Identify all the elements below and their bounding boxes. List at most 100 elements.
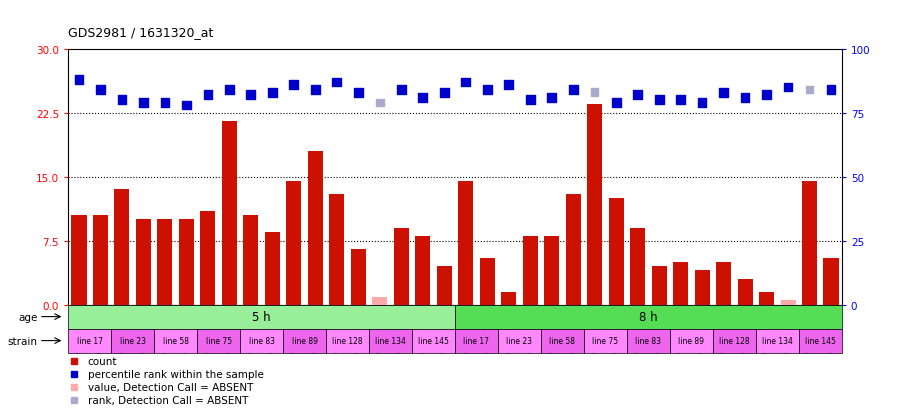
Bar xyxy=(437,266,451,305)
Point xyxy=(222,87,237,94)
Point xyxy=(480,87,494,94)
Bar xyxy=(480,258,495,305)
Point xyxy=(115,97,129,104)
Bar xyxy=(93,216,108,305)
Bar xyxy=(566,194,581,305)
Point xyxy=(287,82,301,89)
Point xyxy=(803,87,817,94)
Bar xyxy=(716,262,731,305)
Point xyxy=(695,100,710,107)
Bar xyxy=(781,301,795,305)
Bar xyxy=(154,329,197,353)
Text: line 128: line 128 xyxy=(719,336,750,345)
Bar xyxy=(243,216,258,305)
Text: line 23: line 23 xyxy=(507,336,532,345)
Text: line 145: line 145 xyxy=(418,336,449,345)
Point xyxy=(652,97,666,104)
Bar xyxy=(283,329,326,353)
Bar xyxy=(240,329,283,353)
Bar xyxy=(197,329,240,353)
Text: line 89: line 89 xyxy=(291,336,318,345)
Text: line 23: line 23 xyxy=(120,336,146,345)
Point xyxy=(759,92,774,99)
Bar xyxy=(652,266,667,305)
Point xyxy=(673,97,688,104)
Bar xyxy=(737,279,753,305)
Point xyxy=(179,102,194,109)
Bar xyxy=(372,297,388,305)
Point xyxy=(716,90,731,96)
Point xyxy=(738,95,753,101)
Point xyxy=(72,77,86,83)
Point xyxy=(200,92,215,99)
Bar xyxy=(630,228,645,305)
Bar xyxy=(369,329,412,353)
Text: line 17: line 17 xyxy=(76,336,103,345)
Point xyxy=(93,87,107,94)
Point xyxy=(566,87,581,94)
Bar xyxy=(584,329,627,353)
Bar xyxy=(501,292,516,305)
Bar xyxy=(350,249,366,305)
Text: line 75: line 75 xyxy=(592,336,619,345)
Bar xyxy=(265,233,280,305)
Text: line 58: line 58 xyxy=(163,336,188,345)
Bar xyxy=(673,262,688,305)
Point xyxy=(824,87,838,94)
Text: line 83: line 83 xyxy=(248,336,275,345)
Text: 5 h: 5 h xyxy=(252,310,271,323)
Bar xyxy=(713,329,756,353)
Bar xyxy=(179,220,194,305)
Point xyxy=(394,87,409,94)
Point xyxy=(372,100,387,107)
Bar xyxy=(415,237,430,305)
Text: age: age xyxy=(18,312,37,322)
Bar xyxy=(498,329,541,353)
Bar xyxy=(670,329,713,353)
Text: line 128: line 128 xyxy=(332,336,363,345)
Bar xyxy=(759,292,774,305)
Text: line 17: line 17 xyxy=(463,336,490,345)
Bar xyxy=(111,329,154,353)
Bar xyxy=(756,329,799,353)
Bar xyxy=(587,105,602,305)
Bar xyxy=(824,258,838,305)
Point xyxy=(631,92,645,99)
Bar xyxy=(329,194,344,305)
Point xyxy=(587,90,602,96)
Text: rank, Detection Call = ABSENT: rank, Detection Call = ABSENT xyxy=(87,395,248,405)
Text: GDS2981 / 1631320_at: GDS2981 / 1631320_at xyxy=(68,26,214,39)
Text: line 58: line 58 xyxy=(550,336,575,345)
Bar xyxy=(287,181,301,305)
Point xyxy=(265,90,279,96)
Bar xyxy=(412,329,455,353)
Text: line 134: line 134 xyxy=(762,336,793,345)
Bar xyxy=(541,329,584,353)
Bar xyxy=(609,199,623,305)
Text: percentile rank within the sample: percentile rank within the sample xyxy=(87,369,264,379)
Point xyxy=(459,79,473,86)
Bar xyxy=(68,329,111,353)
Bar xyxy=(68,305,842,347)
Bar xyxy=(627,329,670,353)
Point xyxy=(416,95,430,101)
Point xyxy=(136,100,151,107)
Point xyxy=(437,90,451,96)
Bar xyxy=(544,237,560,305)
Bar xyxy=(802,181,817,305)
Bar xyxy=(115,190,129,305)
Text: value, Detection Call = ABSENT: value, Detection Call = ABSENT xyxy=(87,382,253,392)
Text: 8 h: 8 h xyxy=(639,310,658,323)
Text: count: count xyxy=(87,356,117,366)
Bar xyxy=(72,216,86,305)
Point xyxy=(501,82,516,89)
Bar xyxy=(326,329,369,353)
Bar xyxy=(694,271,710,305)
Text: line 83: line 83 xyxy=(635,336,662,345)
Bar xyxy=(459,181,473,305)
Bar xyxy=(522,237,538,305)
Point xyxy=(609,100,623,107)
Bar xyxy=(455,329,498,353)
Point xyxy=(329,79,344,86)
Point xyxy=(308,87,323,94)
